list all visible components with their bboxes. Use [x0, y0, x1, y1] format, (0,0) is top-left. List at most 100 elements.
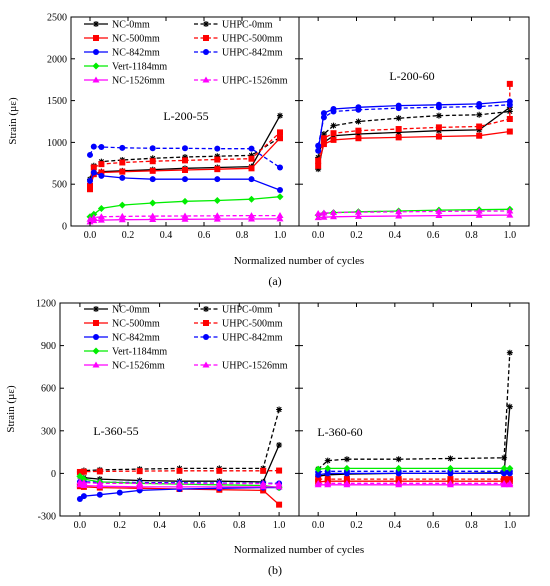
data-point-uhpc-500mm-6 [476, 123, 483, 130]
data-point-uhpc-500mm-4 [149, 158, 156, 165]
x-tick-label: 0.8 [236, 230, 249, 241]
plot-frame-l-200-60 [298, 16, 530, 227]
data-point-uhpc-1526mm-2 [330, 209, 337, 216]
legend-item-nc-1526mm: NC-1526mm [84, 361, 165, 372]
data-point-nc-1526mm-4 [149, 215, 157, 222]
data-point-nc-0mm-6 [506, 403, 513, 410]
legend-item-nc-500mm: NC-500mm [84, 319, 160, 330]
x-tick-label: 0.4 [153, 520, 166, 531]
legend-label: NC-842mm [112, 333, 160, 344]
legend-marker [93, 35, 99, 41]
data-point-nc-1526mm-4 [176, 483, 183, 490]
data-point-uhpc-842mm-7 [248, 145, 255, 152]
legend-item-nc-0mm: NC-0mm [84, 305, 150, 316]
legend-item-nc-1526mm: NC-1526mm [84, 76, 165, 87]
legend-label: Vert-1184mm [112, 347, 167, 358]
data-point-uhpc-1526mm-4 [149, 212, 157, 219]
legend-marker [92, 347, 100, 355]
data-point-vert-1184mm-3 [395, 464, 403, 472]
data-point-uhpc-500mm-3 [355, 127, 362, 134]
series-uhpc-0mm [76, 406, 283, 475]
data-point-uhpc-842mm-4 [149, 145, 156, 152]
legend-label: Vert-1184mm [112, 62, 167, 73]
x-tick-label: 0.2 [114, 520, 127, 531]
panel-l-360-60: 0.0 0.2 0.4 0.6 0.8 1.0 L-360-60 [298, 302, 530, 531]
data-point-uhpc-842mm-8 [277, 164, 283, 171]
data-point-vert-1184mm-1 [80, 475, 88, 483]
data-point-uhpc-842mm-6 [476, 103, 483, 110]
data-point-uhpc-842mm-3 [355, 106, 362, 113]
data-point-uhpc-500mm-2 [330, 130, 337, 137]
data-point-nc-1526mm-6 [259, 483, 267, 490]
data-point-uhpc-1526mm-1 [324, 479, 332, 486]
series-nc-0mm [315, 104, 513, 173]
data-point-uhpc-1526mm-3 [136, 479, 144, 486]
x-tick-label: 1.0 [273, 520, 286, 531]
data-point-vert-1184mm-0 [314, 465, 322, 473]
data-point-uhpc-1526mm-4 [395, 208, 403, 215]
data-point-nc-1526mm-5 [435, 212, 443, 219]
legend-label: NC-0mm [112, 305, 150, 316]
data-point-uhpc-842mm-7 [506, 101, 513, 108]
subfigure-label: (a) [268, 274, 281, 288]
x-tick-label: 0.4 [389, 520, 402, 531]
legend-item-uhpc-842mm: UHPC-842mm [194, 333, 283, 344]
data-point-uhpc-1526mm-1 [320, 209, 328, 216]
x-tick-label: 1.0 [504, 230, 517, 241]
series-uhpc-1526mm [76, 478, 283, 487]
y-tick-label: 2000 [47, 54, 67, 65]
legend-label: NC-842mm [112, 48, 160, 59]
legend-marker [203, 21, 209, 27]
x-tick-label: 0.6 [198, 230, 211, 241]
y-tick-label: -300 [38, 512, 56, 523]
data-point-uhpc-500mm-8 [506, 80, 513, 87]
legend-item-uhpc-500mm: UHPC-500mm [194, 319, 283, 330]
data-point-nc-0mm-4 [395, 129, 402, 136]
data-point-uhpc-1526mm-5 [435, 207, 443, 214]
series-uhpc-500mm [76, 467, 283, 475]
data-point-nc-842mm-2 [98, 172, 105, 179]
data-point-uhpc-842mm-2 [330, 108, 337, 115]
data-point-uhpc-500mm-3 [119, 159, 126, 166]
data-point-uhpc-500mm-7 [506, 115, 513, 122]
data-point-vert-1184mm-1 [324, 464, 332, 472]
data-point-uhpc-1526mm-5 [500, 479, 508, 486]
legend-item-nc-0mm: NC-0mm [84, 20, 150, 31]
data-point-vert-1184mm-8 [276, 193, 284, 201]
data-point-uhpc-1526mm-2 [96, 479, 104, 486]
figure-b: 0.0 0.2 0.4 0.6 0.8 1.0 -300 0 300 600 900 1200 L-36… [5, 299, 530, 577]
data-point-uhpc-500mm-0 [315, 476, 322, 483]
series-line-uhpc-0mm [79, 409, 280, 473]
data-point-nc-842mm-3 [116, 489, 123, 496]
data-point-nc-1526mm-3 [118, 216, 126, 223]
data-point-nc-500mm-6 [214, 166, 221, 173]
data-point-nc-500mm-3 [355, 135, 362, 142]
x-tick-label: 0.0 [84, 230, 97, 241]
panel-l-360-55: 0.0 0.2 0.4 0.6 0.8 1.0 -300 0 300 600 900 1200 L-36… [36, 299, 300, 531]
series-vert-1184mm [86, 193, 284, 221]
data-point-uhpc-0mm-4 [447, 455, 454, 462]
legend: NC-0mm UHPC-0mm NC-500mm UHPC-500mm NC-842mm… [84, 20, 288, 87]
legend-label: NC-0mm [112, 20, 150, 31]
data-point-nc-842mm-1 [320, 110, 327, 117]
data-point-uhpc-500mm-0 [76, 468, 83, 475]
data-point-nc-1526mm-6 [213, 215, 221, 222]
data-point-uhpc-1526mm-6 [506, 479, 514, 486]
data-point-nc-500mm-7 [506, 128, 513, 135]
data-point-uhpc-1526mm-3 [354, 208, 362, 215]
x-tick-label: 0.2 [122, 230, 135, 241]
data-point-uhpc-842mm-0 [315, 142, 322, 149]
y-tick-label: 600 [41, 384, 56, 395]
data-point-uhpc-1526mm-6 [259, 480, 267, 487]
panel-l-200-55: 0.0 0.2 0.4 0.6 0.8 1.0 0 500 1000 1500 2000 2500 L-… [47, 13, 300, 241]
x-tick-label: 0.2 [350, 230, 363, 241]
legend-marker [93, 49, 99, 55]
y-tick-label: 0 [62, 222, 67, 233]
y-tick-label: 0 [51, 469, 56, 480]
data-point-nc-500mm-4 [395, 134, 402, 141]
data-point-uhpc-0mm-1 [324, 457, 331, 464]
data-point-nc-1526mm-4 [395, 212, 403, 219]
legend-marker [203, 49, 209, 55]
data-point-uhpc-842mm-5 [435, 104, 442, 111]
data-point-uhpc-500mm-2 [343, 476, 350, 483]
